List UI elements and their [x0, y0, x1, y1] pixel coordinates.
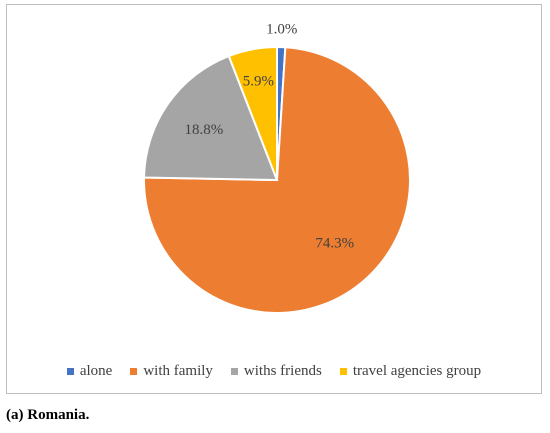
figure-caption: (a) Romania.	[6, 407, 90, 423]
legend-label-with-family: with family	[143, 363, 213, 379]
legend-label-travel-agencies-group: travel agencies group	[352, 363, 482, 379]
data-label-withs-friends: 18.8%	[185, 122, 224, 138]
legend-item-withs-friends: withs friends	[230, 363, 322, 380]
data-label-with-family: 74.3%	[315, 236, 354, 252]
legend-swatch-withs-friends	[230, 368, 238, 375]
legend-swatch-travel-agencies-group	[339, 368, 347, 375]
legend-label-withs-friends: withs friends	[243, 363, 322, 379]
data-label-alone: 1.0%	[266, 22, 297, 38]
legend-label-alone: alone	[79, 363, 113, 379]
legend-swatch-alone	[66, 368, 74, 375]
legend-item-with-family: with family	[130, 363, 213, 380]
legend: alone with family withs friends travel agen…	[7, 363, 541, 380]
legend-item-alone: alone	[66, 363, 113, 380]
data-label-travel-agencies-group: 5.9%	[243, 74, 274, 90]
legend-item-travel-agencies-group: travel agencies group	[339, 363, 482, 380]
chart-area: 1.0% 74.3% 18.8% 5.9% alone with family withs…	[6, 4, 542, 394]
legend-swatch-with-family	[130, 368, 138, 375]
pie-slice-withs-friends	[143, 54, 279, 182]
pie-chart: 1.0% 74.3% 18.8% 5.9%	[143, 22, 411, 314]
pie-slice-travel-agencies-group	[227, 45, 278, 181]
